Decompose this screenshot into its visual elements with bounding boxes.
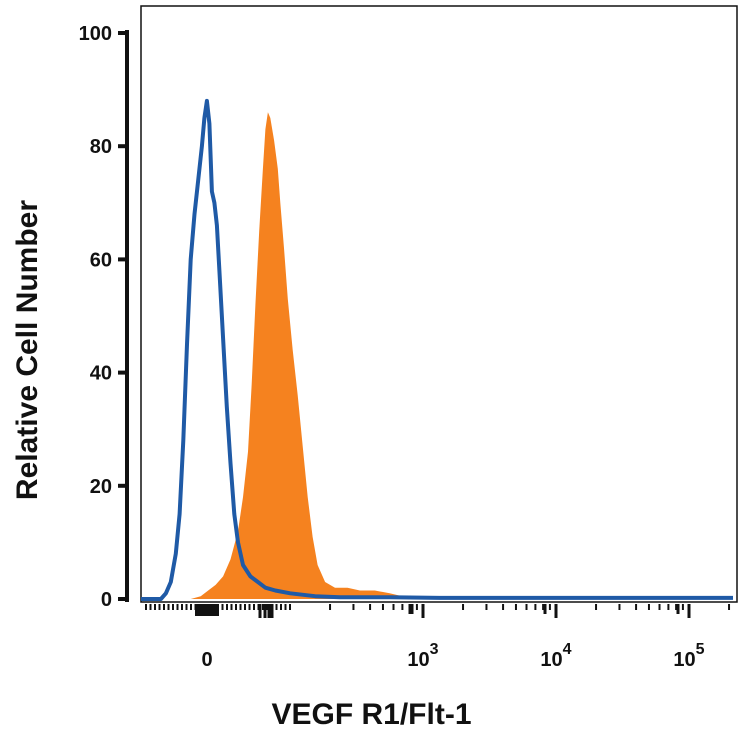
x-tick-label: 0: [201, 649, 212, 671]
y-axis: 0 20 40 60 80 100: [79, 23, 129, 611]
series-layer: [141, 98, 733, 601]
y-tick-label: 100: [79, 23, 112, 45]
x-tick-label: 104: [540, 641, 571, 671]
filled-histogram-series: [190, 112, 415, 599]
plot-frame: [140, 5, 738, 603]
y-tick-label: 60: [90, 249, 112, 271]
y-tick-label: 80: [90, 136, 112, 158]
x-axis-label: VEGF R1/Flt-1: [271, 698, 472, 731]
x-tick-label: 105: [673, 641, 704, 671]
y-tick-label: 0: [101, 589, 112, 611]
x-tick-label: 103: [407, 641, 438, 671]
control-histogram-line: [141, 98, 733, 601]
y-axis-label: Relative Cell Number: [11, 199, 44, 501]
y-tick-label: 20: [90, 476, 112, 498]
x-axis: 0 103 104 105: [145, 604, 731, 671]
y-tick-label: 40: [90, 363, 112, 385]
